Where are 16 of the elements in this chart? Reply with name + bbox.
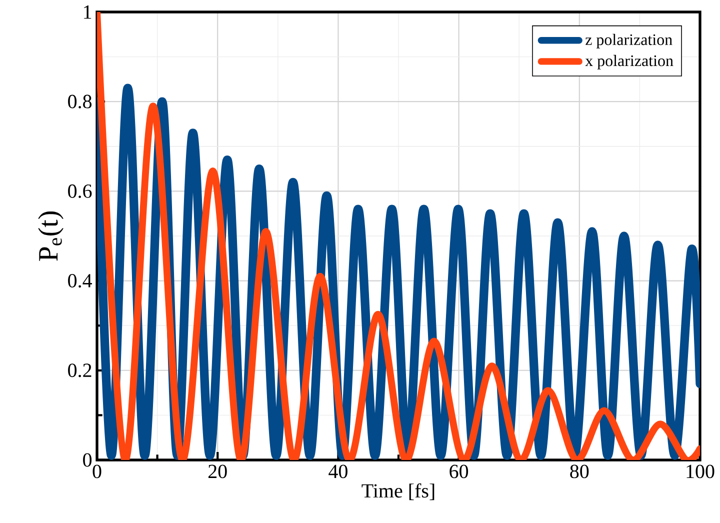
y-tick-label: 0 <box>83 453 92 467</box>
y-axis-title: P$_{e}$(t) <box>38 212 64 261</box>
x-tick-label: 100 <box>686 464 714 478</box>
legend-label: x polarization <box>585 54 674 70</box>
y-tick-label: 1 <box>84 5 92 19</box>
x-tick-label: 80 <box>570 464 589 478</box>
legend-label: z polarization <box>586 34 672 48</box>
y-tick-label: 0.8 <box>68 94 92 108</box>
y-tick-label: 0.2 <box>68 364 92 378</box>
x-tick-label: 20 <box>208 464 227 478</box>
x-tick-label: 0 <box>92 464 102 478</box>
x-tick-label: 60 <box>450 464 468 478</box>
y-tick-label: 0.4 <box>68 274 92 288</box>
y-tick-label: 0.6 <box>68 184 92 198</box>
x-tick-label: 40 <box>328 464 348 478</box>
x-axis-title: Time [fs] <box>362 483 434 500</box>
